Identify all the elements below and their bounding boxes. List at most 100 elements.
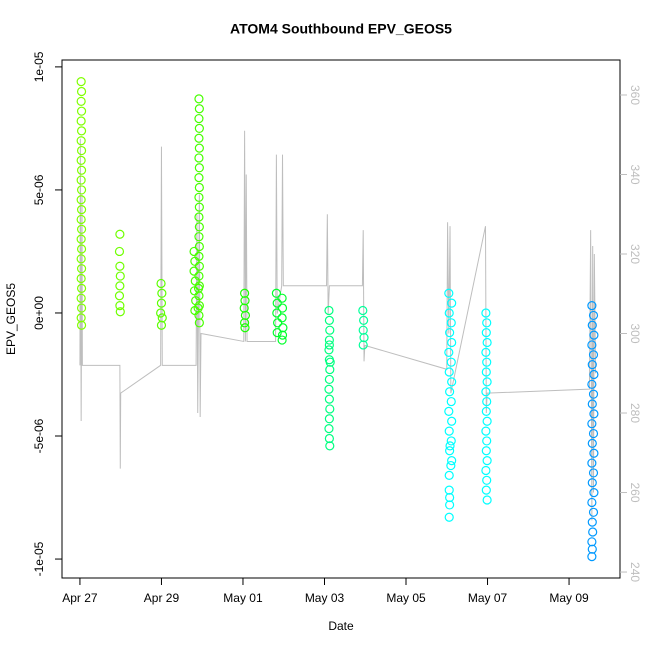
point	[588, 468, 599, 478]
point	[588, 350, 599, 360]
point	[193, 303, 203, 313]
point	[481, 446, 491, 456]
point	[194, 222, 204, 232]
point	[76, 155, 86, 166]
point	[194, 153, 204, 163]
point	[194, 291, 204, 301]
point	[447, 298, 457, 308]
point	[359, 315, 369, 325]
x-tick-label: May 01	[223, 591, 263, 605]
point	[481, 406, 491, 417]
point	[481, 485, 491, 495]
point	[194, 232, 204, 242]
point	[156, 298, 167, 308]
point	[156, 320, 167, 330]
point	[76, 106, 87, 116]
point	[325, 404, 335, 414]
point	[324, 424, 334, 434]
point	[444, 470, 454, 480]
y2-tick-label: 260	[628, 483, 642, 503]
point	[156, 308, 166, 318]
point	[194, 173, 204, 183]
x-tick-label: May 07	[468, 591, 508, 605]
point	[325, 441, 335, 451]
point	[445, 446, 455, 456]
point	[115, 229, 125, 239]
point	[588, 310, 599, 321]
point	[482, 337, 492, 348]
point	[587, 399, 597, 409]
point	[587, 320, 597, 330]
point	[587, 419, 597, 429]
point	[194, 212, 204, 222]
point	[194, 133, 204, 143]
point	[324, 345, 334, 355]
point	[482, 495, 492, 505]
point	[481, 308, 491, 318]
point	[481, 367, 491, 377]
y2-tick-label: 340	[628, 164, 642, 184]
point	[446, 357, 456, 367]
point	[76, 175, 86, 185]
y-tick-label: 1e-05	[32, 51, 46, 82]
point	[324, 335, 334, 345]
point	[277, 313, 287, 323]
x-tick-label: Apr 29	[144, 591, 180, 605]
point	[358, 340, 368, 350]
point	[240, 318, 250, 328]
point	[444, 426, 454, 436]
point	[76, 264, 87, 274]
point	[446, 460, 456, 471]
point	[76, 214, 86, 225]
point	[481, 347, 491, 357]
point	[115, 271, 125, 281]
point	[76, 283, 87, 293]
point	[587, 497, 597, 508]
point	[444, 367, 454, 377]
point	[445, 500, 455, 510]
point	[482, 318, 492, 328]
point	[194, 104, 204, 114]
point	[76, 303, 87, 313]
point	[277, 335, 287, 345]
point	[76, 254, 86, 264]
point	[589, 409, 599, 419]
line	[79, 130, 597, 521]
point	[587, 551, 597, 562]
point	[587, 478, 597, 488]
point	[444, 288, 454, 298]
point	[358, 305, 368, 316]
point	[76, 126, 87, 136]
point	[482, 475, 492, 485]
y2-tick-label: 360	[628, 85, 642, 105]
point	[444, 485, 454, 495]
point	[481, 426, 491, 436]
point	[589, 448, 599, 458]
point	[587, 360, 597, 370]
point	[587, 300, 597, 311]
x-axis-label: Date	[328, 619, 354, 633]
point	[324, 315, 334, 325]
point	[76, 96, 86, 106]
point	[587, 340, 597, 350]
point	[324, 305, 334, 316]
point	[325, 357, 335, 367]
point	[194, 251, 204, 261]
point	[446, 396, 456, 407]
point	[324, 414, 334, 424]
point	[446, 436, 456, 446]
point	[76, 313, 86, 323]
point	[588, 507, 599, 517]
point	[587, 537, 597, 547]
point	[277, 303, 288, 313]
point	[76, 77, 86, 87]
point	[194, 94, 204, 104]
x-tick-label: May 03	[305, 591, 345, 605]
point	[189, 266, 199, 276]
point	[76, 185, 87, 195]
point	[589, 369, 599, 380]
point	[156, 278, 166, 289]
point	[445, 441, 455, 451]
point	[324, 394, 334, 404]
